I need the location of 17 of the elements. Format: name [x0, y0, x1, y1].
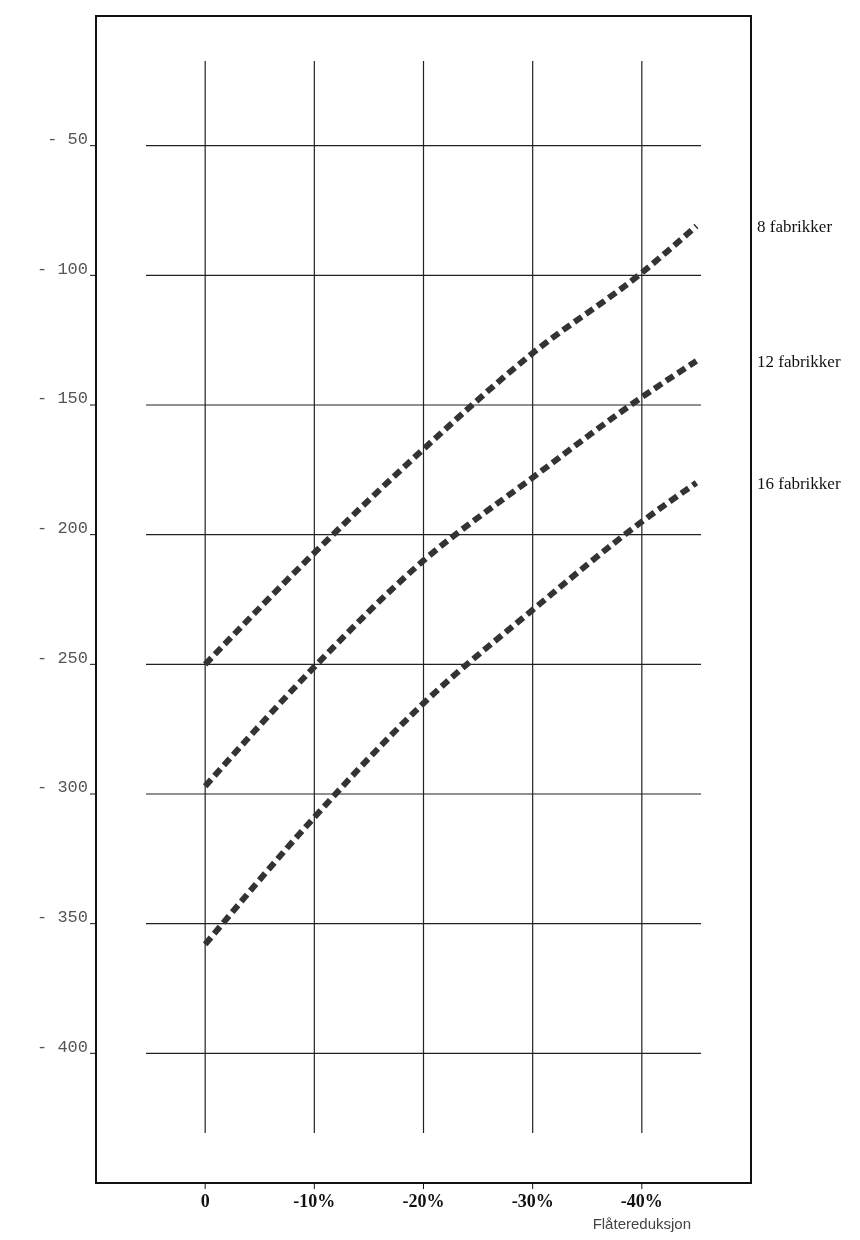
y-tick-label: - 50: [47, 129, 88, 149]
y-tick-label: - 250: [36, 648, 88, 668]
y-tick-label: - 350: [36, 907, 88, 927]
text: 12 fabrikker: [757, 351, 841, 371]
y-tick-label: - 200: [36, 518, 88, 538]
x-tick-label: -30%: [511, 1191, 554, 1211]
y-tick-label: - 100: [36, 259, 88, 279]
text: 16 fabrikker: [757, 473, 841, 493]
x-tick-label: -10%: [293, 1191, 336, 1211]
x-axis-title: Flåtereduksjon: [592, 1215, 692, 1232]
text: 8 fabrikker: [757, 217, 833, 237]
y-tick-label: - 150: [36, 389, 88, 409]
x-tick-label: 0: [200, 1191, 210, 1211]
x-tick-label: -40%: [620, 1191, 663, 1211]
y-tick-label: - 400: [36, 1037, 88, 1057]
x-tick-label: -20%: [402, 1191, 445, 1211]
y-tick-label: - 300: [36, 778, 88, 798]
